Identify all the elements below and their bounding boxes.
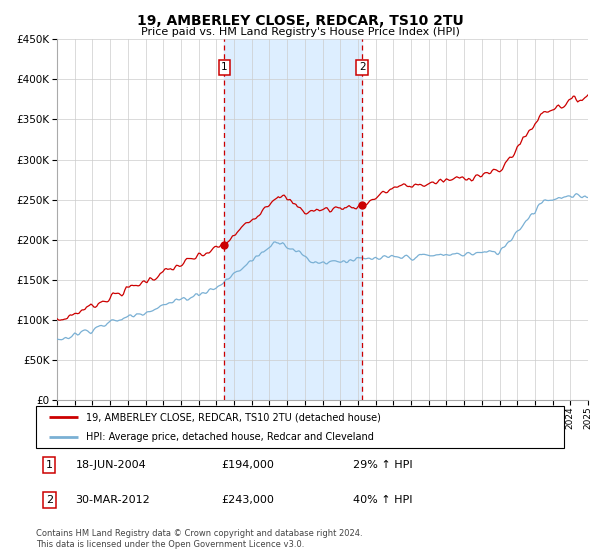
Text: 30-MAR-2012: 30-MAR-2012	[76, 495, 151, 505]
Text: 19, AMBERLEY CLOSE, REDCAR, TS10 2TU: 19, AMBERLEY CLOSE, REDCAR, TS10 2TU	[137, 14, 463, 28]
Bar	[224, 39, 362, 400]
Text: 2: 2	[46, 495, 53, 505]
Text: 1: 1	[46, 460, 53, 470]
FancyBboxPatch shape	[36, 406, 564, 448]
Text: 29% ↑ HPI: 29% ↑ HPI	[353, 460, 412, 470]
Text: 19, AMBERLEY CLOSE, REDCAR, TS10 2TU (detached house): 19, AMBERLEY CLOSE, REDCAR, TS10 2TU (de…	[86, 412, 381, 422]
Text: £194,000: £194,000	[221, 460, 274, 470]
Text: HPI: Average price, detached house, Redcar and Cleveland: HPI: Average price, detached house, Redc…	[86, 432, 374, 442]
Text: 1: 1	[221, 62, 228, 72]
Text: £243,000: £243,000	[221, 495, 274, 505]
Text: Contains HM Land Registry data © Crown copyright and database right 2024.
This d: Contains HM Land Registry data © Crown c…	[36, 529, 362, 549]
Text: Price paid vs. HM Land Registry's House Price Index (HPI): Price paid vs. HM Land Registry's House …	[140, 27, 460, 37]
Text: 18-JUN-2004: 18-JUN-2004	[76, 460, 146, 470]
Text: 40% ↑ HPI: 40% ↑ HPI	[353, 495, 412, 505]
Text: 2: 2	[359, 62, 365, 72]
